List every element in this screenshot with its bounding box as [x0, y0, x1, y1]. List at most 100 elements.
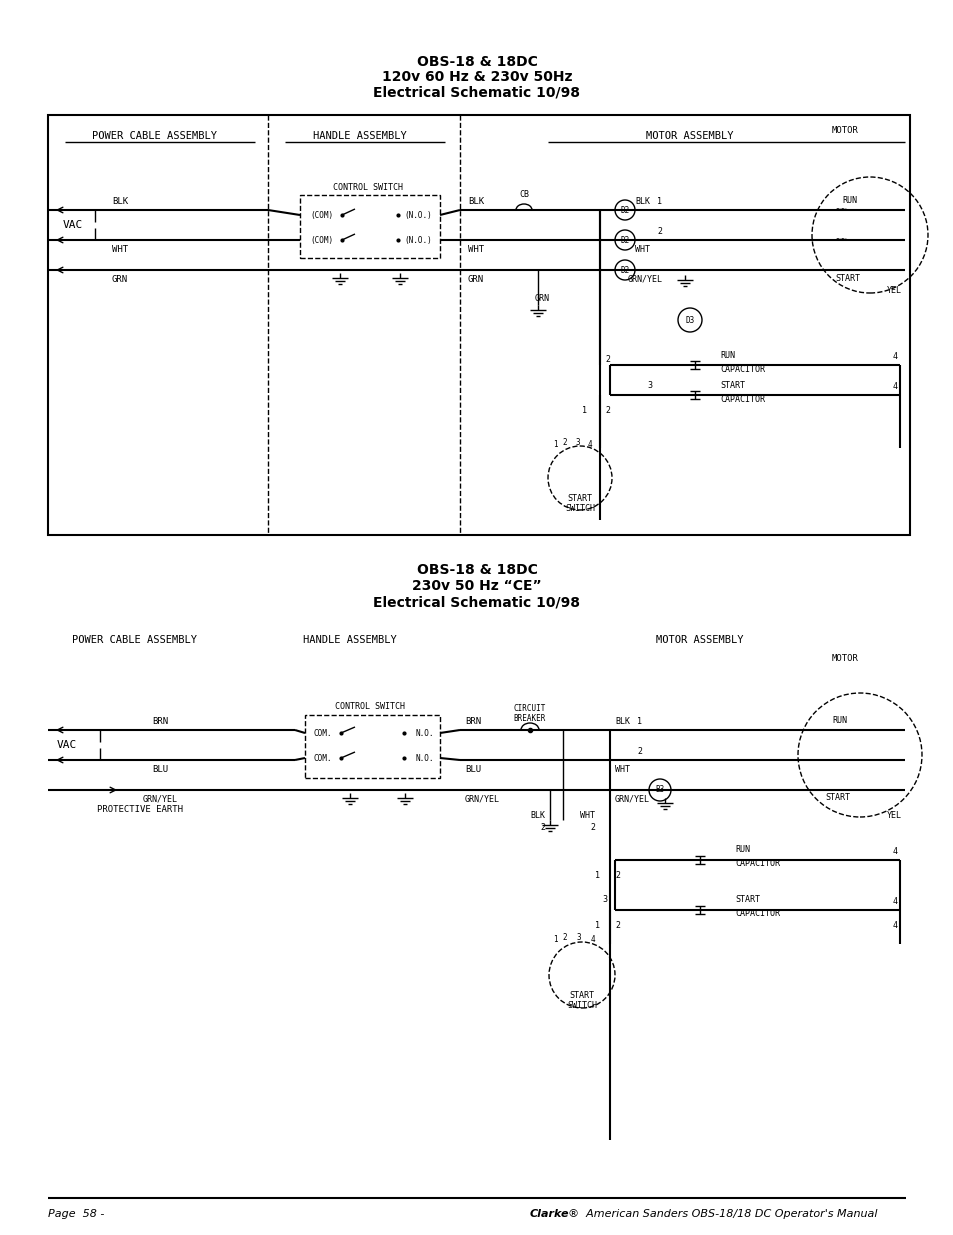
- Bar: [305, 715, 439, 778]
- Text: GRN: GRN: [112, 274, 128, 284]
- Text: 3: 3: [602, 895, 607, 904]
- Text: POWER CABLE ASSEMBLY: POWER CABLE ASSEMBLY: [72, 635, 197, 645]
- Text: CAPACITOR: CAPACITOR: [734, 909, 780, 919]
- Text: RUN: RUN: [832, 715, 846, 725]
- Text: 2: 2: [615, 920, 619, 930]
- Text: D2: D2: [619, 236, 629, 245]
- Circle shape: [678, 308, 701, 332]
- Text: CONTROL SWITCH: CONTROL SWITCH: [335, 701, 405, 710]
- Text: START: START: [567, 494, 592, 503]
- Text: VAC: VAC: [63, 220, 83, 230]
- Text: 1: 1: [552, 935, 557, 945]
- Text: 4: 4: [590, 935, 595, 945]
- Text: B3: B3: [655, 785, 664, 794]
- Text: (N.O.): (N.O.): [404, 210, 432, 220]
- Text: 1: 1: [637, 716, 641, 725]
- Text: START: START: [734, 895, 760, 904]
- Text: (N.O.): (N.O.): [404, 236, 432, 245]
- Text: Electrical Schematic 10/98: Electrical Schematic 10/98: [374, 595, 579, 609]
- Text: MOTOR ASSEMBLY: MOTOR ASSEMBLY: [645, 131, 733, 141]
- Text: 2: 2: [615, 871, 619, 879]
- Text: WHT: WHT: [615, 764, 629, 773]
- Text: BRN: BRN: [464, 716, 480, 725]
- Text: COM.: COM.: [314, 729, 332, 737]
- Text: SWITCH: SWITCH: [564, 504, 595, 513]
- Text: SWITCH: SWITCH: [566, 1000, 597, 1009]
- Text: 1: 1: [552, 440, 557, 448]
- Text: GRN: GRN: [535, 294, 550, 303]
- Text: RUN: RUN: [841, 195, 857, 205]
- Text: 2: 2: [562, 932, 567, 941]
- Text: ~~: ~~: [835, 235, 847, 245]
- Text: 3: 3: [575, 437, 579, 447]
- Circle shape: [615, 230, 635, 249]
- Text: CAPACITOR: CAPACITOR: [720, 394, 764, 404]
- Text: BLK: BLK: [468, 196, 483, 205]
- Text: START: START: [824, 794, 850, 803]
- Text: 2: 2: [562, 437, 567, 447]
- Text: 1: 1: [595, 871, 599, 879]
- Text: 120v 60 Hz & 230v 50Hz: 120v 60 Hz & 230v 50Hz: [381, 70, 572, 84]
- Bar: [48, 115, 909, 535]
- Text: 2: 2: [589, 823, 595, 831]
- Text: CAPACITOR: CAPACITOR: [734, 860, 780, 868]
- Text: GRN/YEL: GRN/YEL: [464, 794, 499, 804]
- Text: 1: 1: [657, 196, 661, 205]
- Text: WHT: WHT: [468, 245, 483, 253]
- Text: BLU: BLU: [152, 764, 168, 773]
- Text: YEL: YEL: [886, 285, 901, 294]
- Text: START: START: [569, 990, 594, 999]
- Text: MOTOR ASSEMBLY: MOTOR ASSEMBLY: [656, 635, 743, 645]
- Text: START: START: [720, 380, 744, 389]
- Text: HANDLE ASSEMBLY: HANDLE ASSEMBLY: [313, 131, 406, 141]
- Circle shape: [615, 200, 635, 220]
- Text: 2: 2: [605, 354, 610, 363]
- Text: 2: 2: [605, 405, 610, 415]
- Text: BLK: BLK: [112, 196, 128, 205]
- Text: 2: 2: [637, 746, 641, 756]
- Text: CB: CB: [518, 189, 529, 199]
- Text: VAC: VAC: [57, 740, 77, 750]
- Text: D3: D3: [684, 315, 694, 325]
- Text: BLK: BLK: [635, 196, 650, 205]
- Text: CIRCUIT: CIRCUIT: [514, 704, 546, 713]
- Text: BRN: BRN: [152, 716, 168, 725]
- Text: 1: 1: [595, 920, 599, 930]
- Text: D2: D2: [619, 205, 629, 215]
- Text: 3: 3: [647, 380, 652, 389]
- Text: WHT: WHT: [112, 245, 128, 253]
- Text: Clarke: Clarke: [530, 1209, 569, 1219]
- Circle shape: [648, 779, 670, 802]
- Text: BLU: BLU: [464, 764, 480, 773]
- Text: 4: 4: [892, 352, 897, 361]
- Text: D2: D2: [619, 266, 629, 274]
- Text: BLK: BLK: [530, 810, 544, 820]
- Text: MOTOR: MOTOR: [831, 653, 858, 662]
- Text: YEL: YEL: [886, 810, 901, 820]
- Circle shape: [615, 261, 635, 280]
- Text: N.O.: N.O.: [416, 753, 434, 762]
- Text: 3: 3: [576, 932, 580, 941]
- Text: Electrical Schematic 10/98: Electrical Schematic 10/98: [374, 85, 579, 99]
- Text: Page  58 -: Page 58 -: [48, 1209, 104, 1219]
- Text: PROTECTIVE EARTH: PROTECTIVE EARTH: [97, 805, 183, 815]
- Text: BLK: BLK: [615, 716, 629, 725]
- Bar: [299, 195, 439, 258]
- Text: (COM): (COM): [310, 210, 334, 220]
- Text: RUN: RUN: [734, 846, 749, 855]
- Text: RUN: RUN: [720, 351, 734, 359]
- Text: ®  American Sanders OBS-18/18 DC Operator's Manual: ® American Sanders OBS-18/18 DC Operator…: [567, 1209, 877, 1219]
- Text: WHT: WHT: [579, 810, 595, 820]
- Text: CAPACITOR: CAPACITOR: [720, 364, 764, 373]
- Text: GRN/YEL: GRN/YEL: [615, 794, 649, 804]
- Text: 4: 4: [892, 846, 897, 856]
- Text: BREAKER: BREAKER: [514, 714, 546, 722]
- Text: 4: 4: [892, 920, 897, 930]
- Text: CONTROL SWITCH: CONTROL SWITCH: [333, 183, 402, 191]
- Text: GRN/YEL: GRN/YEL: [627, 274, 661, 284]
- Text: 2: 2: [539, 823, 544, 831]
- Text: 1: 1: [582, 405, 587, 415]
- Text: 230v 50 Hz “CE”: 230v 50 Hz “CE”: [412, 579, 541, 593]
- Text: HANDLE ASSEMBLY: HANDLE ASSEMBLY: [303, 635, 396, 645]
- Text: START: START: [835, 273, 860, 283]
